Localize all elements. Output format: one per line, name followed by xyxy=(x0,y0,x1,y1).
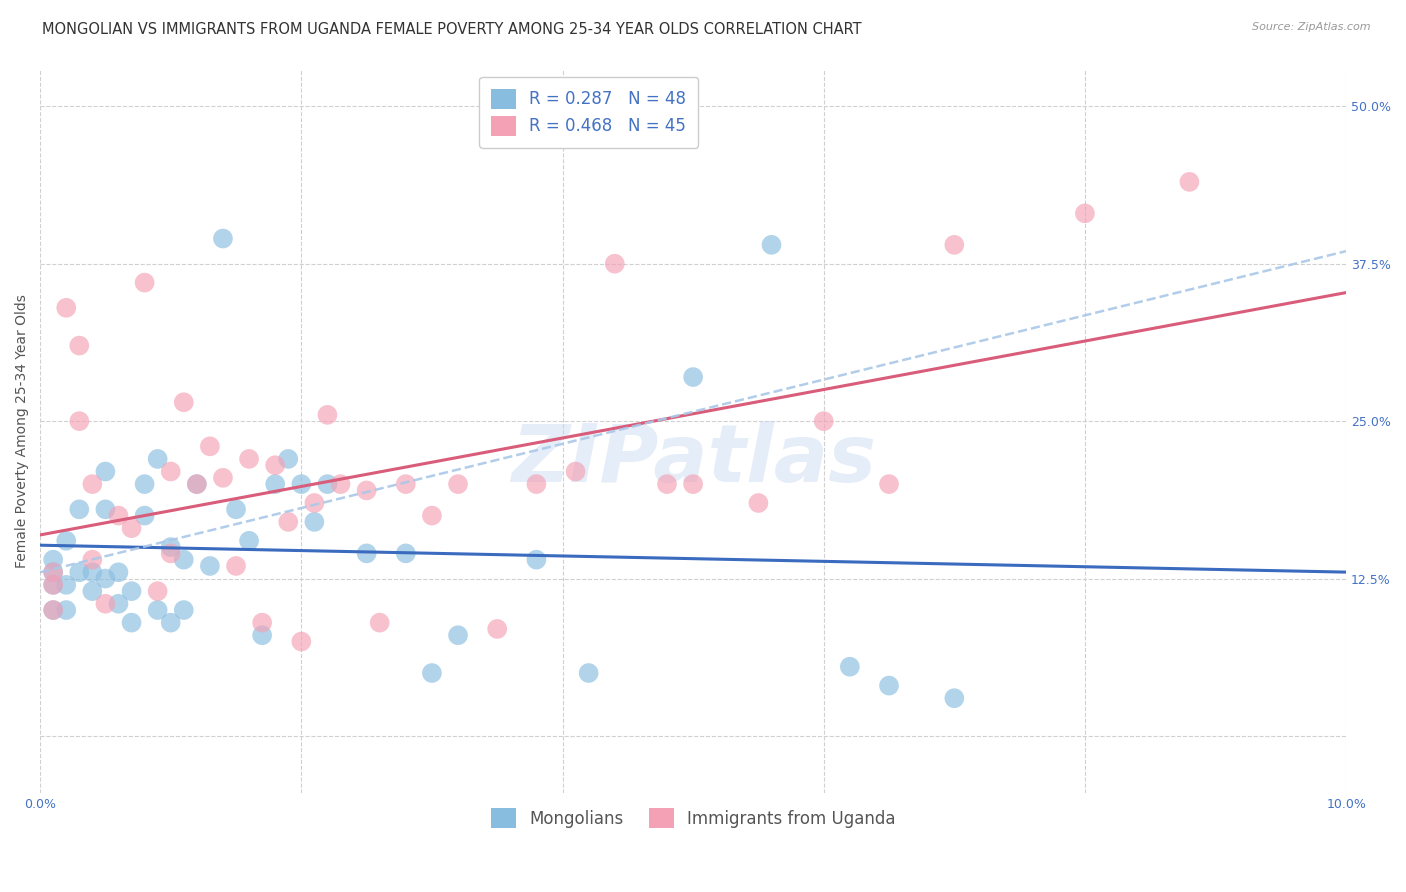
Point xyxy=(290,634,312,648)
Point xyxy=(250,615,273,630)
Point xyxy=(943,237,966,252)
Point xyxy=(186,477,208,491)
Point xyxy=(55,603,77,617)
Point xyxy=(682,370,704,384)
Point xyxy=(395,546,418,560)
Point xyxy=(82,584,104,599)
Point xyxy=(225,502,247,516)
Point xyxy=(1178,175,1201,189)
Point xyxy=(42,578,65,592)
Point xyxy=(329,477,352,491)
Point xyxy=(42,566,65,580)
Point xyxy=(838,659,860,673)
Point xyxy=(55,533,77,548)
Point xyxy=(304,515,326,529)
Point xyxy=(55,301,77,315)
Y-axis label: Female Poverty Among 25-34 Year Olds: Female Poverty Among 25-34 Year Olds xyxy=(15,293,30,567)
Point xyxy=(159,615,181,630)
Point xyxy=(134,508,156,523)
Point xyxy=(238,451,260,466)
Point xyxy=(82,477,104,491)
Point xyxy=(526,477,548,491)
Point xyxy=(146,603,169,617)
Point xyxy=(159,546,181,560)
Point xyxy=(173,603,195,617)
Point xyxy=(67,566,90,580)
Point xyxy=(67,414,90,428)
Point xyxy=(277,515,299,529)
Point xyxy=(655,477,678,491)
Point xyxy=(212,231,235,245)
Point xyxy=(316,477,339,491)
Point xyxy=(356,546,378,560)
Point xyxy=(761,237,783,252)
Point xyxy=(420,666,443,681)
Point xyxy=(395,477,418,491)
Point xyxy=(121,615,143,630)
Point xyxy=(316,408,339,422)
Point xyxy=(447,628,470,642)
Point xyxy=(42,566,65,580)
Point xyxy=(564,465,586,479)
Point xyxy=(356,483,378,498)
Text: Source: ZipAtlas.com: Source: ZipAtlas.com xyxy=(1253,22,1371,32)
Point xyxy=(42,578,65,592)
Point xyxy=(146,451,169,466)
Point xyxy=(121,521,143,535)
Point xyxy=(747,496,769,510)
Point xyxy=(420,508,443,523)
Point xyxy=(238,533,260,548)
Point xyxy=(159,465,181,479)
Point xyxy=(42,603,65,617)
Point xyxy=(486,622,509,636)
Text: MONGOLIAN VS IMMIGRANTS FROM UGANDA FEMALE POVERTY AMONG 25-34 YEAR OLDS CORRELA: MONGOLIAN VS IMMIGRANTS FROM UGANDA FEMA… xyxy=(42,22,862,37)
Point xyxy=(186,477,208,491)
Point xyxy=(447,477,470,491)
Text: ZIPatlas: ZIPatlas xyxy=(510,420,876,499)
Point xyxy=(159,540,181,554)
Point xyxy=(107,597,129,611)
Point xyxy=(82,566,104,580)
Point xyxy=(42,552,65,566)
Point xyxy=(603,257,626,271)
Point xyxy=(682,477,704,491)
Point xyxy=(42,603,65,617)
Point xyxy=(94,597,117,611)
Point xyxy=(107,566,129,580)
Point xyxy=(198,558,221,573)
Point xyxy=(94,502,117,516)
Point xyxy=(67,338,90,352)
Point xyxy=(813,414,835,428)
Point xyxy=(290,477,312,491)
Point xyxy=(67,502,90,516)
Point xyxy=(212,471,235,485)
Point xyxy=(173,552,195,566)
Point xyxy=(198,439,221,453)
Point xyxy=(107,508,129,523)
Point xyxy=(578,666,600,681)
Point xyxy=(250,628,273,642)
Point xyxy=(225,558,247,573)
Point xyxy=(1074,206,1097,220)
Point xyxy=(943,691,966,706)
Point xyxy=(94,465,117,479)
Point xyxy=(121,584,143,599)
Point xyxy=(877,477,900,491)
Point xyxy=(55,578,77,592)
Legend: Mongolians, Immigrants from Uganda: Mongolians, Immigrants from Uganda xyxy=(484,801,903,835)
Point xyxy=(94,572,117,586)
Point xyxy=(173,395,195,409)
Point xyxy=(526,552,548,566)
Point xyxy=(304,496,326,510)
Point xyxy=(146,584,169,599)
Point xyxy=(368,615,391,630)
Point xyxy=(277,451,299,466)
Point xyxy=(82,552,104,566)
Point xyxy=(134,276,156,290)
Point xyxy=(264,458,287,473)
Point xyxy=(877,679,900,693)
Point xyxy=(134,477,156,491)
Point xyxy=(264,477,287,491)
